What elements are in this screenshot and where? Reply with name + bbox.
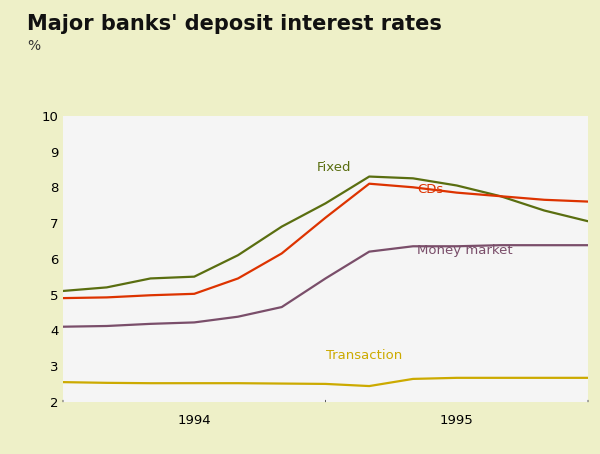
- Text: Fixed: Fixed: [317, 161, 351, 174]
- Text: Major banks' deposit interest rates: Major banks' deposit interest rates: [27, 14, 442, 34]
- Text: Transaction: Transaction: [325, 350, 402, 362]
- Text: CDs: CDs: [418, 183, 443, 196]
- Text: %: %: [27, 39, 40, 53]
- Text: Money market: Money market: [418, 244, 513, 257]
